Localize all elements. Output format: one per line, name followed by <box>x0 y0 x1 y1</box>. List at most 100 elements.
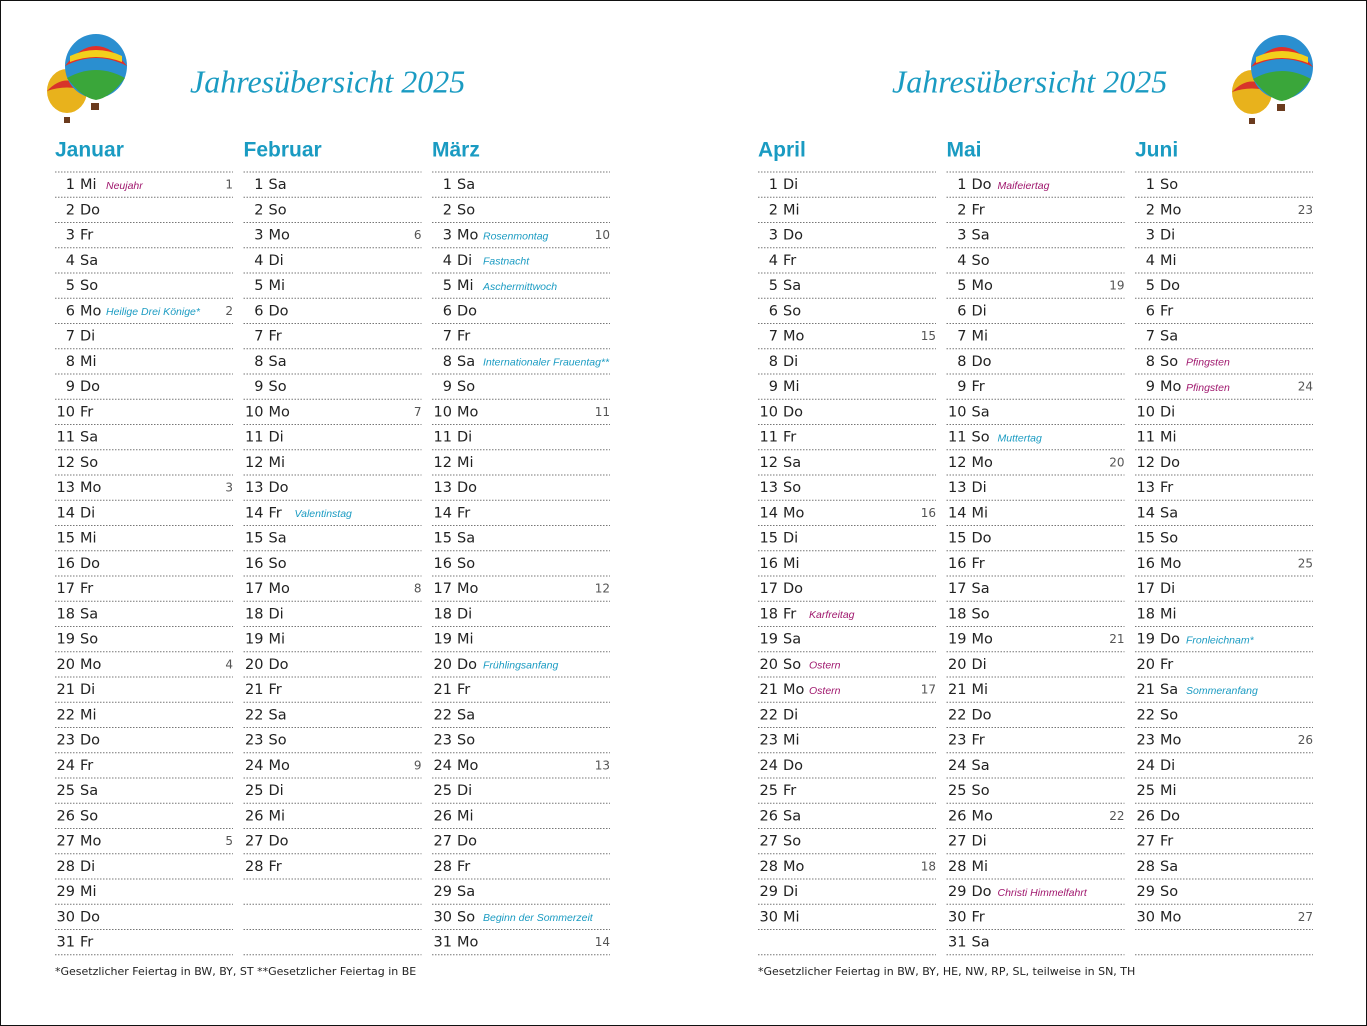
weekday: Mo <box>1160 379 1182 395</box>
day-number: 16 <box>948 556 966 572</box>
day-number: 6 <box>443 303 452 319</box>
day-number: 17 <box>948 581 966 597</box>
day-number: 18 <box>434 606 452 622</box>
day-number: 25 <box>760 783 778 799</box>
day-number: 4 <box>957 253 966 269</box>
weekday: Mo <box>972 632 994 648</box>
day-number: 20 <box>948 657 966 673</box>
weekday: Do <box>783 758 803 774</box>
weekday: Do <box>80 733 100 749</box>
day-number: 21 <box>434 682 452 698</box>
day-number: 24 <box>434 758 452 774</box>
day-number: 19 <box>245 632 263 648</box>
day-number: 15 <box>760 531 778 547</box>
weekday: Mo <box>783 682 805 698</box>
weekday: Sa <box>1160 682 1178 698</box>
weekday: Di <box>80 859 95 875</box>
weekday: Sa <box>783 455 801 471</box>
weekday: Do <box>972 707 992 723</box>
week-number: 2 <box>225 304 233 318</box>
day-number: 30 <box>760 909 778 925</box>
day-number: 6 <box>957 303 966 319</box>
day-number: 30 <box>1137 909 1155 925</box>
weekday: Mi <box>457 278 474 294</box>
weekday: Mi <box>457 808 474 824</box>
day-number: 11 <box>760 430 778 446</box>
weekday: Do <box>269 480 289 496</box>
day-number: 17 <box>1137 581 1155 597</box>
day-number: 24 <box>57 758 75 774</box>
weekday: Di <box>269 253 284 269</box>
weekday: Fr <box>1160 834 1173 850</box>
week-number: 27 <box>1298 910 1313 924</box>
day-number: 6 <box>769 303 778 319</box>
weekday: Di <box>269 430 284 446</box>
weekday: So <box>80 632 98 648</box>
day-number: 25 <box>434 783 452 799</box>
day-number: 10 <box>760 404 778 420</box>
day-number: 23 <box>434 733 452 749</box>
weekday: So <box>80 808 98 824</box>
holiday: Christi Himmelfahrt <box>998 887 1088 899</box>
week-number: 13 <box>595 758 610 772</box>
day-number: 29 <box>434 884 452 900</box>
day-number: 15 <box>1137 531 1155 547</box>
balloons-left <box>47 34 127 123</box>
month-name: Januar <box>55 139 124 162</box>
day-number: 2 <box>254 202 263 218</box>
day-number: 14 <box>1137 505 1155 521</box>
weekday: Fr <box>457 859 470 875</box>
weekday: Sa <box>269 531 287 547</box>
day-number: 17 <box>245 581 263 597</box>
month-name: Juni <box>1135 139 1178 162</box>
week-number: 16 <box>921 506 936 520</box>
day-number: 10 <box>948 404 966 420</box>
weekday: Sa <box>80 606 98 622</box>
weekday: Mi <box>972 682 989 698</box>
weekday: Sa <box>80 783 98 799</box>
holiday: Fastnacht <box>483 256 530 268</box>
weekday: So <box>783 303 801 319</box>
day-number: 28 <box>760 859 778 875</box>
day-number: 5 <box>254 278 263 294</box>
day-number: 21 <box>1137 682 1155 698</box>
day-number: 10 <box>434 404 452 420</box>
day-number: 25 <box>57 783 75 799</box>
day-number: 26 <box>57 808 75 824</box>
weekday: So <box>457 379 475 395</box>
day-number: 22 <box>57 707 75 723</box>
weekday: Mo <box>972 278 994 294</box>
weekday: Mi <box>80 531 97 547</box>
weekday: Mo <box>269 228 291 244</box>
day-number: 29 <box>1137 884 1155 900</box>
day-number: 19 <box>434 632 452 648</box>
day-number: 12 <box>245 455 263 471</box>
weekday: Di <box>972 834 987 850</box>
day-number: 28 <box>1137 859 1155 875</box>
holiday: Pfingsten <box>1186 382 1230 394</box>
weekday: Sa <box>783 632 801 648</box>
weekday: Mi <box>1160 783 1177 799</box>
weekday: Fr <box>972 379 985 395</box>
weekday: Fr <box>457 505 470 521</box>
weekday: So <box>972 606 990 622</box>
weekday: Mo <box>1160 202 1182 218</box>
weekday: So <box>1160 884 1178 900</box>
holiday: Pfingsten <box>1186 357 1230 369</box>
day-number: 16 <box>245 556 263 572</box>
weekday: Do <box>972 531 992 547</box>
day-number: 7 <box>769 329 778 345</box>
day-number: 27 <box>1137 834 1155 850</box>
weekday: Mo <box>457 935 479 951</box>
weekday: Sa <box>457 177 475 193</box>
day-number: 14 <box>948 505 966 521</box>
weekday: Di <box>80 505 95 521</box>
weekday: Mo <box>269 581 291 597</box>
holiday: Internationaler Frauentag** <box>483 357 610 369</box>
holiday: Sommeranfang <box>1186 685 1258 697</box>
weekday: So <box>269 556 287 572</box>
weekday: So <box>457 733 475 749</box>
weekday: Do <box>457 834 477 850</box>
day-number: 23 <box>760 733 778 749</box>
day-number: 27 <box>434 834 452 850</box>
